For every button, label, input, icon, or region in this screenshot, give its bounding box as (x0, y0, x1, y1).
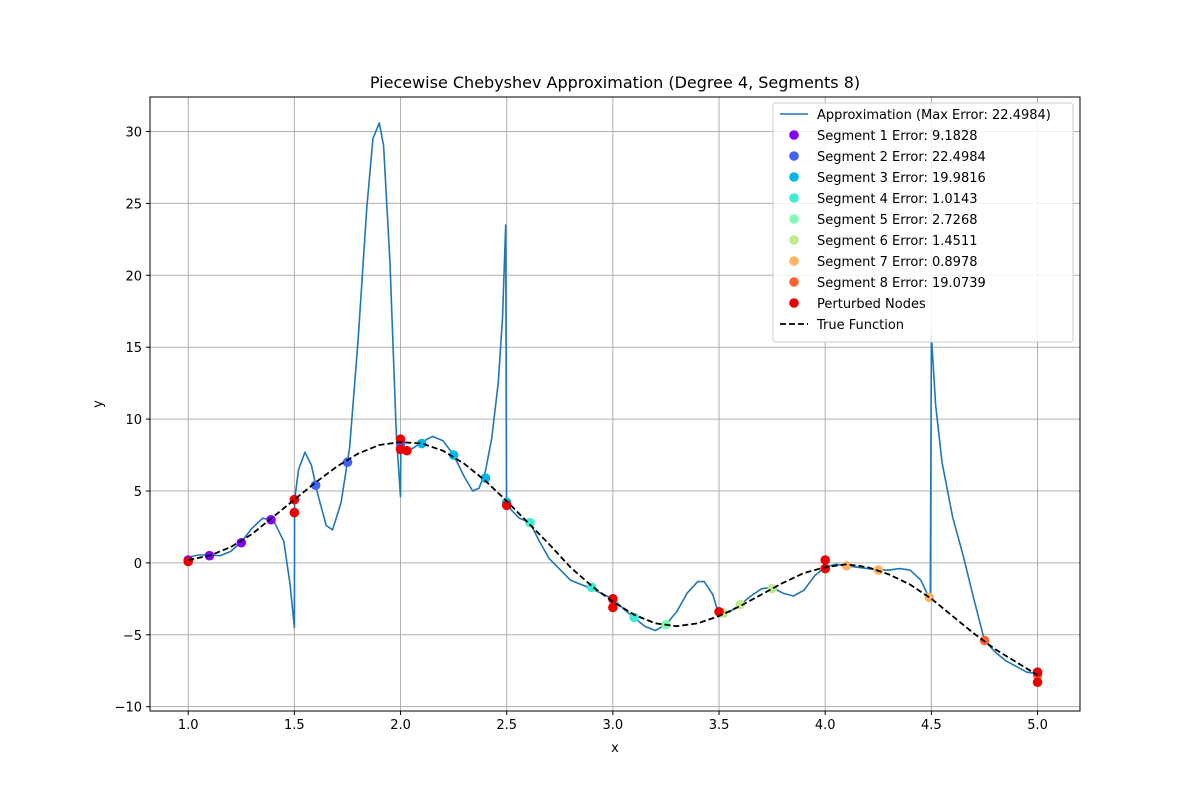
y-tick-label: −5 (123, 629, 142, 644)
y-tick-label: 15 (125, 341, 142, 356)
chart-title: Piecewise Chebyshev Approximation (Degre… (370, 73, 860, 92)
legend-swatch-marker (789, 235, 799, 245)
x-tick-label: 2.5 (496, 718, 517, 733)
legend-label: Segment 5 Error: 2.7268 (817, 213, 978, 228)
legend-swatch-marker (789, 172, 799, 182)
y-tick-label: 25 (125, 197, 142, 212)
segment-3-point (448, 450, 459, 460)
segment-3-point (416, 438, 427, 449)
segment-2-point (342, 457, 353, 468)
x-tick-label: 1.5 (284, 718, 305, 733)
perturbed-node-point (402, 445, 412, 456)
legend: Approximation (Max Error: 22.4984) Segmen… (772, 102, 1074, 343)
legend-swatch-marker (789, 130, 799, 140)
axis-ticks: 1.0 1.5 2.0 2.5 3.0 3.5 4.0 4.5 5.0 −10 −5 0 5 10 15 20… (115, 126, 1048, 733)
legend-label: Segment 4 Error: 1.0143 (817, 192, 978, 207)
legend-label: True Function (816, 318, 904, 333)
perturbed-node-point (1032, 677, 1043, 688)
perturbed-node-point (183, 556, 194, 567)
segment-4-point (525, 517, 535, 528)
perturbed-node-point (608, 594, 618, 604)
x-axis-label: x (611, 741, 619, 756)
segment-7-point (841, 560, 852, 571)
segment-4-point (629, 612, 639, 623)
axes-frame (149, 96, 1081, 712)
y-axis-label: y (91, 400, 106, 408)
y-tick-label: 30 (125, 126, 142, 141)
perturbed-node-point (501, 500, 512, 511)
true-function-line (188, 441, 1038, 676)
y-tick-label: 20 (125, 269, 142, 284)
legend-label: Approximation (Max Error: 22.4984) (817, 108, 1051, 123)
segment-2-point (310, 480, 321, 491)
legend-swatch-marker (789, 298, 799, 308)
legend-swatch-marker (789, 214, 799, 224)
legend-label: Segment 1 Error: 9.1828 (817, 129, 978, 144)
legend-swatch-marker (789, 277, 799, 287)
x-tick-label: 4.0 (815, 718, 836, 733)
x-tick-label: 4.5 (921, 718, 942, 733)
legend-swatch-marker (789, 256, 799, 266)
y-tick-label: −10 (115, 701, 142, 716)
y-tick-label: 10 (125, 413, 142, 428)
y-tick-label: 0 (134, 557, 142, 572)
legend-swatch-marker (789, 151, 799, 161)
x-tick-label: 3.0 (603, 718, 624, 733)
legend-label: Segment 7 Error: 0.8978 (817, 255, 978, 270)
legend-label: Segment 2 Error: 22.4984 (817, 150, 986, 165)
perturbed-node-point (289, 507, 300, 518)
legend-swatch-marker (789, 193, 799, 203)
x-tick-label: 3.5 (709, 718, 730, 733)
legend-label: Segment 6 Error: 1.4511 (817, 234, 978, 249)
legend-label: Segment 3 Error: 19.9816 (817, 171, 986, 186)
perturbed-node-point (608, 602, 618, 613)
x-tick-label: 1.0 (178, 718, 199, 733)
perturbed-node-point (820, 555, 831, 565)
legend-label: Segment 8 Error: 19.0739 (817, 276, 986, 291)
x-tick-label: 2.0 (390, 718, 411, 733)
legend-label: Perturbed Nodes (817, 297, 926, 312)
segment-6-point (767, 583, 777, 594)
plot-area (183, 122, 1043, 688)
segment-1-point (236, 537, 247, 548)
x-tick-label: 5.0 (1027, 718, 1048, 733)
perturbed-node-point (820, 563, 831, 574)
legend-box (772, 102, 1074, 343)
y-tick-label: 5 (134, 485, 142, 500)
segment-3-point (480, 473, 491, 483)
